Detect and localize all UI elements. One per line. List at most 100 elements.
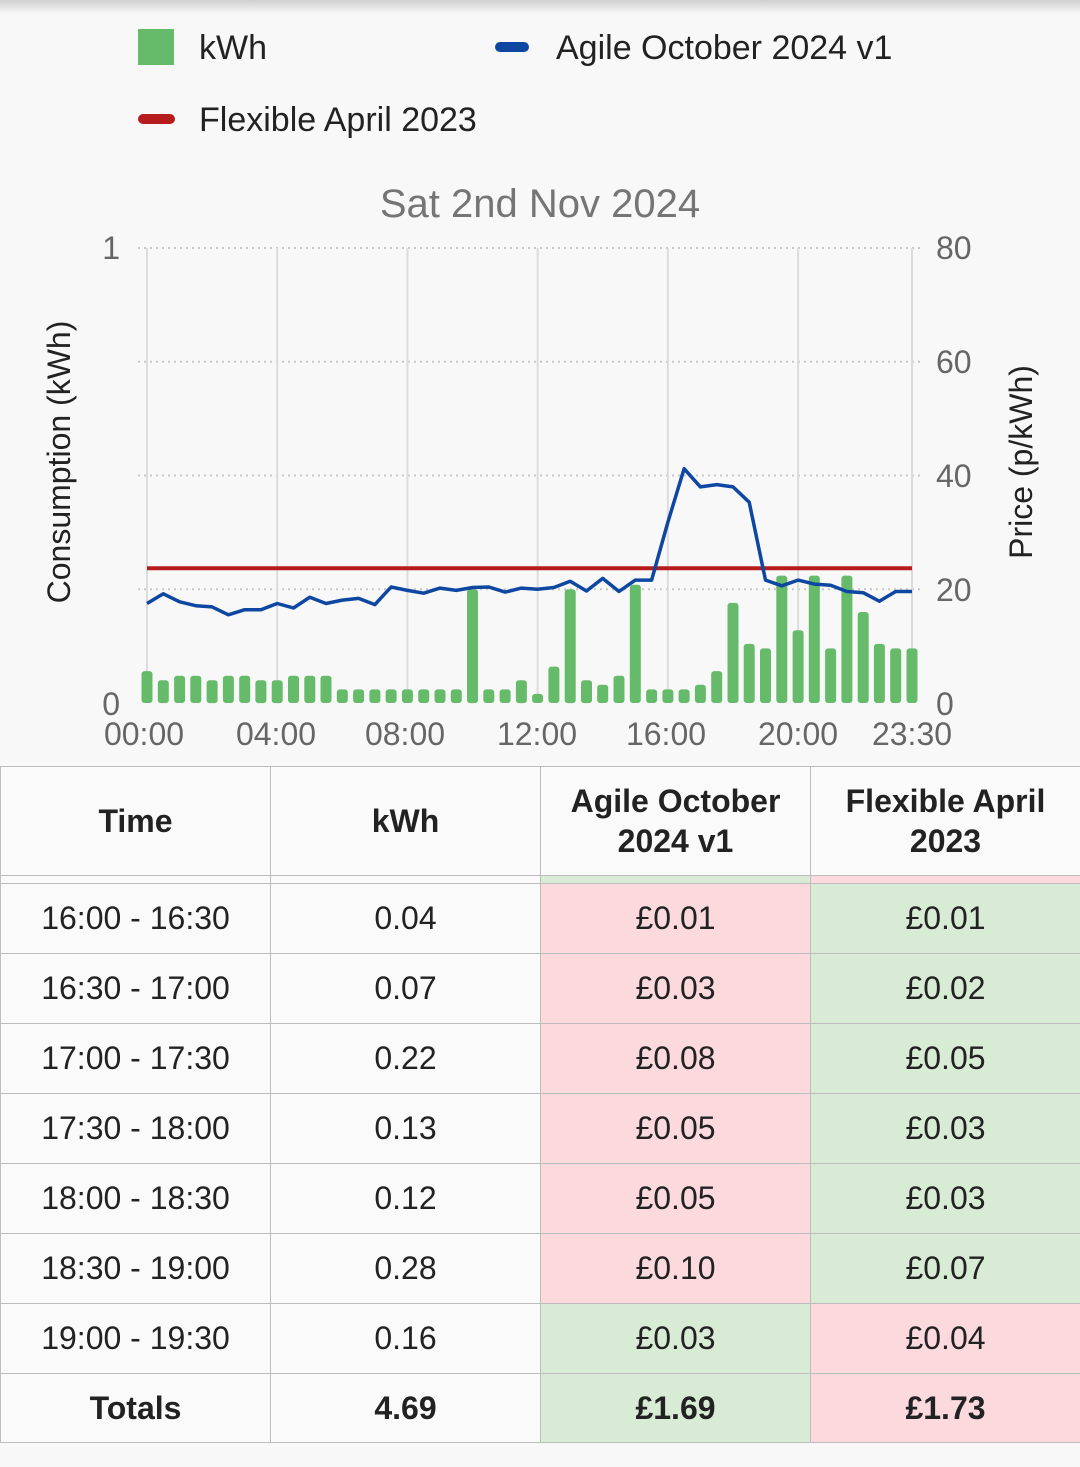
comparison-table: Time kWh Agile October 2024 v1 Flexible … — [0, 766, 1080, 1443]
bar-kwh[interactable] — [239, 675, 251, 703]
bar-kwh[interactable] — [434, 689, 446, 703]
scrolled-row-edge — [0, 875, 1080, 884]
cell-time: 18:00 - 18:30 — [0, 1163, 271, 1234]
bar-kwh[interactable] — [450, 689, 462, 703]
totals-row: Totals 4.69 £1.69 £1.73 — [0, 1373, 1080, 1443]
bar-kwh[interactable] — [499, 689, 511, 703]
bar-kwh[interactable] — [581, 680, 592, 704]
chart-title: Sat 2nd Nov 2024 — [380, 182, 700, 226]
bar-kwh[interactable] — [597, 684, 609, 703]
table-row: 17:00 - 17:30 0.22 £0.08 £0.05 — [0, 1023, 1080, 1094]
bar-kwh[interactable] — [157, 680, 169, 704]
cell-time: 19:00 - 19:30 — [0, 1303, 271, 1374]
cell-time: 16:30 - 17:00 — [0, 953, 271, 1024]
bar-kwh[interactable] — [792, 630, 804, 703]
table-header-row: Time kWh Agile October 2024 v1 Flexible … — [0, 766, 1080, 876]
cell-agile-cost: £0.03 — [540, 953, 811, 1024]
cell-flexible-cost: £0.05 — [810, 1023, 1080, 1094]
bar-kwh[interactable] — [141, 671, 153, 703]
bar-kwh[interactable] — [776, 575, 788, 703]
bar-kwh[interactable] — [288, 675, 299, 703]
x-tick-0800: 08:00 — [365, 716, 445, 752]
bar-kwh[interactable] — [548, 666, 560, 703]
bar-kwh[interactable] — [743, 643, 755, 703]
bar-kwh[interactable] — [890, 648, 902, 703]
bar-kwh[interactable] — [678, 689, 690, 703]
y2-axis-title: Price (p/kWh) — [1003, 365, 1039, 559]
bar-kwh[interactable] — [825, 648, 837, 703]
bar-kwh[interactable] — [662, 689, 674, 703]
bar-kwh[interactable] — [174, 675, 186, 703]
bar-kwh[interactable] — [385, 689, 397, 703]
cell-flexible-cost: £0.07 — [810, 1233, 1080, 1304]
table-row: 18:00 - 18:30 0.12 £0.05 £0.03 — [0, 1163, 1080, 1234]
bar-kwh[interactable] — [906, 648, 918, 703]
bar-kwh[interactable] — [515, 680, 527, 704]
bar-kwh[interactable] — [206, 680, 218, 704]
bar-kwh[interactable] — [532, 693, 544, 703]
bar-kwh[interactable] — [857, 612, 869, 703]
bar-kwh[interactable] — [760, 648, 771, 703]
bar-kwh[interactable] — [336, 689, 348, 703]
header-kwh[interactable]: kWh — [270, 766, 541, 876]
bar-kwh[interactable] — [304, 675, 316, 703]
cell-kwh: 0.13 — [270, 1093, 541, 1164]
cell-time: 17:00 - 17:30 — [0, 1023, 271, 1094]
cell-time: 18:30 - 19:00 — [0, 1233, 271, 1304]
x-tick-0000: 00:00 — [104, 716, 184, 752]
edge-cell — [810, 875, 1080, 884]
totals-kwh: 4.69 — [270, 1373, 541, 1443]
y2-tick-20: 20 — [936, 572, 972, 608]
cell-flexible-cost: £0.03 — [810, 1163, 1080, 1234]
bar-kwh[interactable] — [369, 689, 381, 703]
legend-agile-label[interactable]: Agile October 2024 v1 — [556, 29, 892, 67]
bar-kwh[interactable] — [613, 675, 625, 703]
bar-kwh[interactable] — [418, 689, 430, 703]
bar-kwh[interactable] — [271, 680, 283, 704]
bar-kwh[interactable] — [711, 671, 723, 703]
bar-kwh[interactable] — [483, 689, 495, 703]
cell-kwh: 0.04 — [270, 883, 541, 954]
bar-kwh[interactable] — [646, 689, 658, 703]
bar-kwh[interactable] — [564, 589, 576, 704]
header-agile[interactable]: Agile October 2024 v1 — [540, 766, 811, 876]
y-tick-1: 1 — [102, 230, 120, 266]
y-tick-0: 0 — [102, 686, 120, 722]
totals-label: Totals — [0, 1373, 271, 1443]
bar-kwh[interactable] — [629, 584, 641, 703]
cell-time: 17:30 - 18:00 — [0, 1093, 271, 1164]
header-time[interactable]: Time — [0, 766, 271, 876]
cell-flexible-cost: £0.02 — [810, 953, 1080, 1024]
bar-kwh[interactable] — [727, 602, 739, 703]
bar-kwh[interactable] — [222, 675, 234, 703]
x-tick-0400: 04:00 — [236, 716, 316, 752]
bar-kwh[interactable] — [353, 689, 365, 703]
bar-kwh[interactable] — [320, 675, 332, 703]
cell-agile-cost: £0.05 — [540, 1093, 811, 1164]
cell-kwh: 0.22 — [270, 1023, 541, 1094]
legend-kwh-label[interactable]: kWh — [199, 29, 267, 67]
bar-kwh[interactable] — [467, 589, 478, 704]
x-tick-1200: 12:00 — [497, 716, 577, 752]
cell-kwh: 0.16 — [270, 1303, 541, 1374]
bar-kwh[interactable] — [841, 575, 853, 703]
cell-flexible-cost: £0.01 — [810, 883, 1080, 954]
bar-kwh[interactable] — [873, 643, 885, 703]
cell-agile-cost: £0.10 — [540, 1233, 811, 1304]
series-agile-line — [146, 466, 912, 617]
bar-kwh[interactable] — [808, 575, 820, 703]
x-tick-2000: 20:00 — [758, 716, 838, 752]
grid — [138, 247, 922, 703]
bar-kwh[interactable] — [190, 675, 202, 703]
totals-flexible-cost: £1.73 — [810, 1373, 1080, 1443]
bar-kwh[interactable] — [255, 680, 267, 704]
header-flexible[interactable]: Flexible April 2023 — [810, 766, 1080, 876]
cell-kwh: 0.12 — [270, 1163, 541, 1234]
legend-flexible-label[interactable]: Flexible April 2023 — [199, 101, 477, 139]
x-tick-2330: 23:30 — [872, 716, 952, 752]
table-row: 18:30 - 19:00 0.28 £0.10 £0.07 — [0, 1233, 1080, 1304]
legend-kwh-swatch[interactable] — [138, 29, 174, 65]
legend[interactable]: kWh Agile October 2024 v1 Flexible April… — [138, 29, 892, 139]
bar-kwh[interactable] — [694, 684, 706, 703]
bar-kwh[interactable] — [401, 689, 413, 703]
